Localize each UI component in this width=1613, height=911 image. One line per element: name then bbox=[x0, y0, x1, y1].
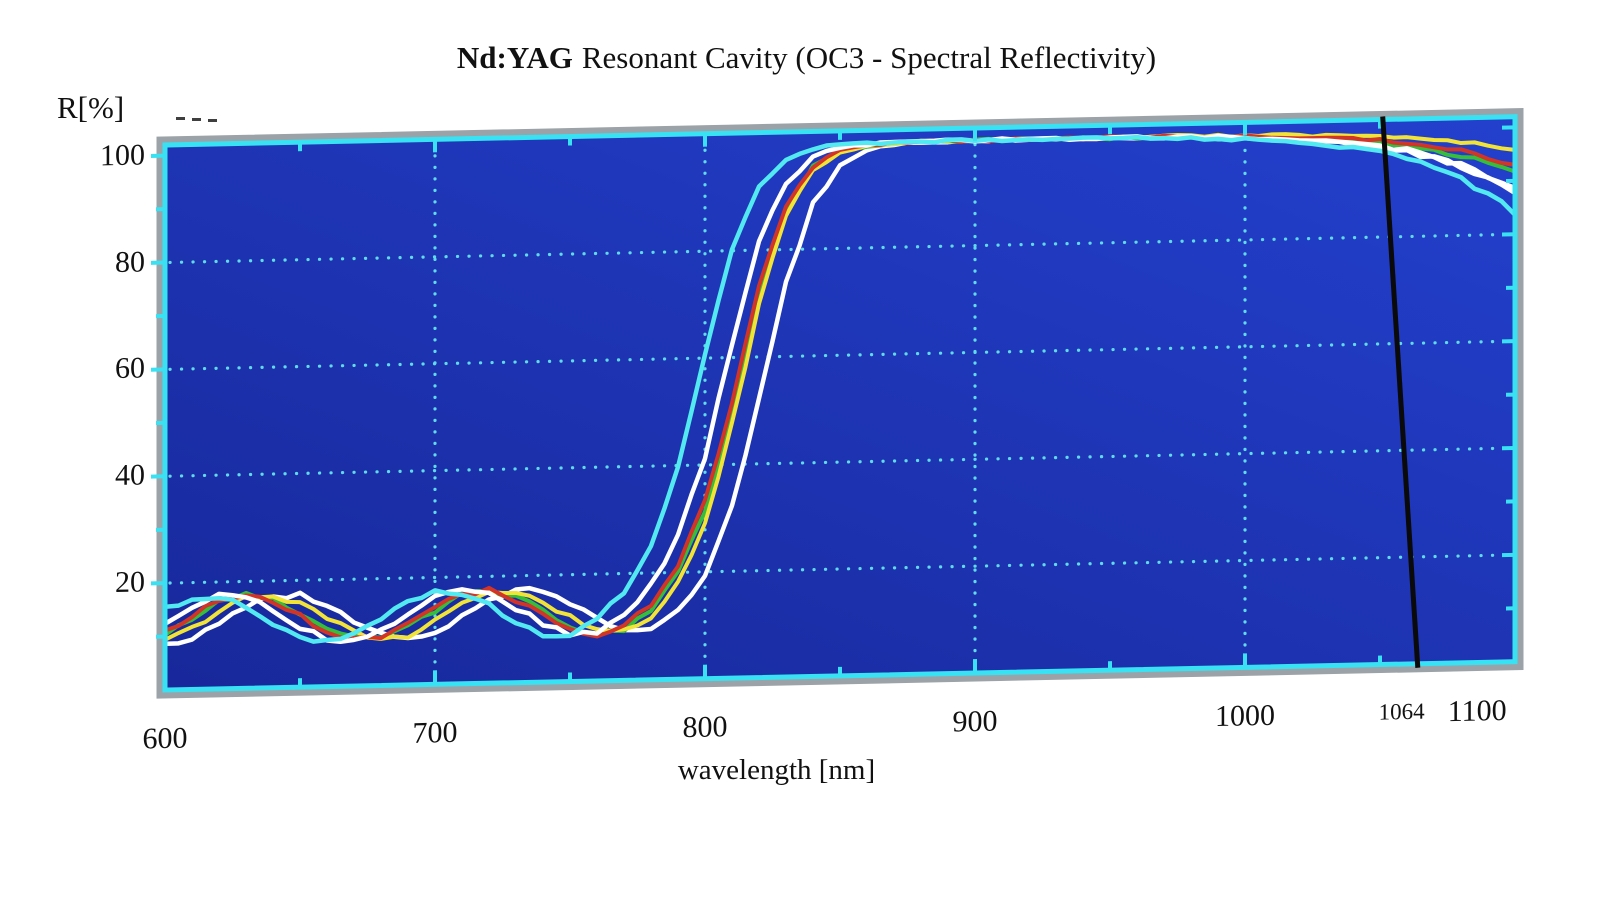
x-tick-label-800: 800 bbox=[645, 709, 765, 746]
y-tick-label-100: 100 bbox=[50, 138, 145, 174]
x-tick-label-600: 600 bbox=[105, 721, 225, 758]
y-tick-label-60: 60 bbox=[50, 352, 145, 388]
x-tick-label-900: 900 bbox=[915, 704, 1035, 741]
x-tick-label-700: 700 bbox=[375, 715, 495, 752]
y-tick-label-40: 40 bbox=[50, 459, 145, 495]
x-axis-title: wavelength [nm] bbox=[0, 754, 1553, 787]
y-tick-label-80: 80 bbox=[50, 245, 145, 281]
x-tick-label-1000: 1000 bbox=[1185, 698, 1305, 735]
x-tick-label-1100: 1100 bbox=[1417, 693, 1537, 730]
plot-canvas bbox=[165, 117, 1515, 690]
y-tick-label-20: 20 bbox=[50, 566, 145, 602]
